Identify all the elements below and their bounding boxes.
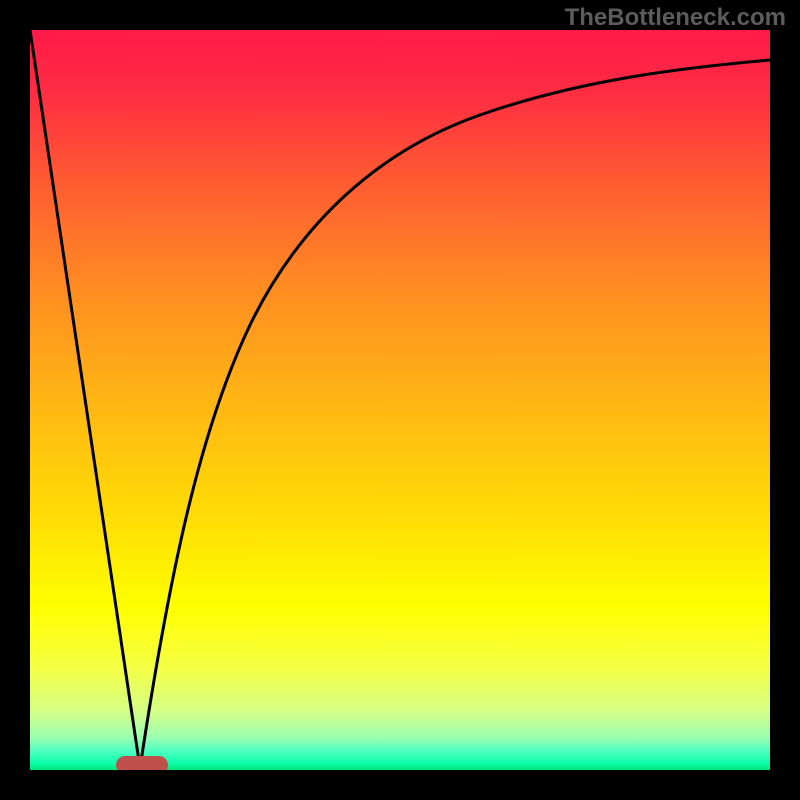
watermark-text: TheBottleneck.com <box>565 4 786 32</box>
chart-container: TheBottleneck.com <box>0 0 800 800</box>
gradient-background <box>30 30 770 770</box>
plot-area <box>30 30 770 770</box>
